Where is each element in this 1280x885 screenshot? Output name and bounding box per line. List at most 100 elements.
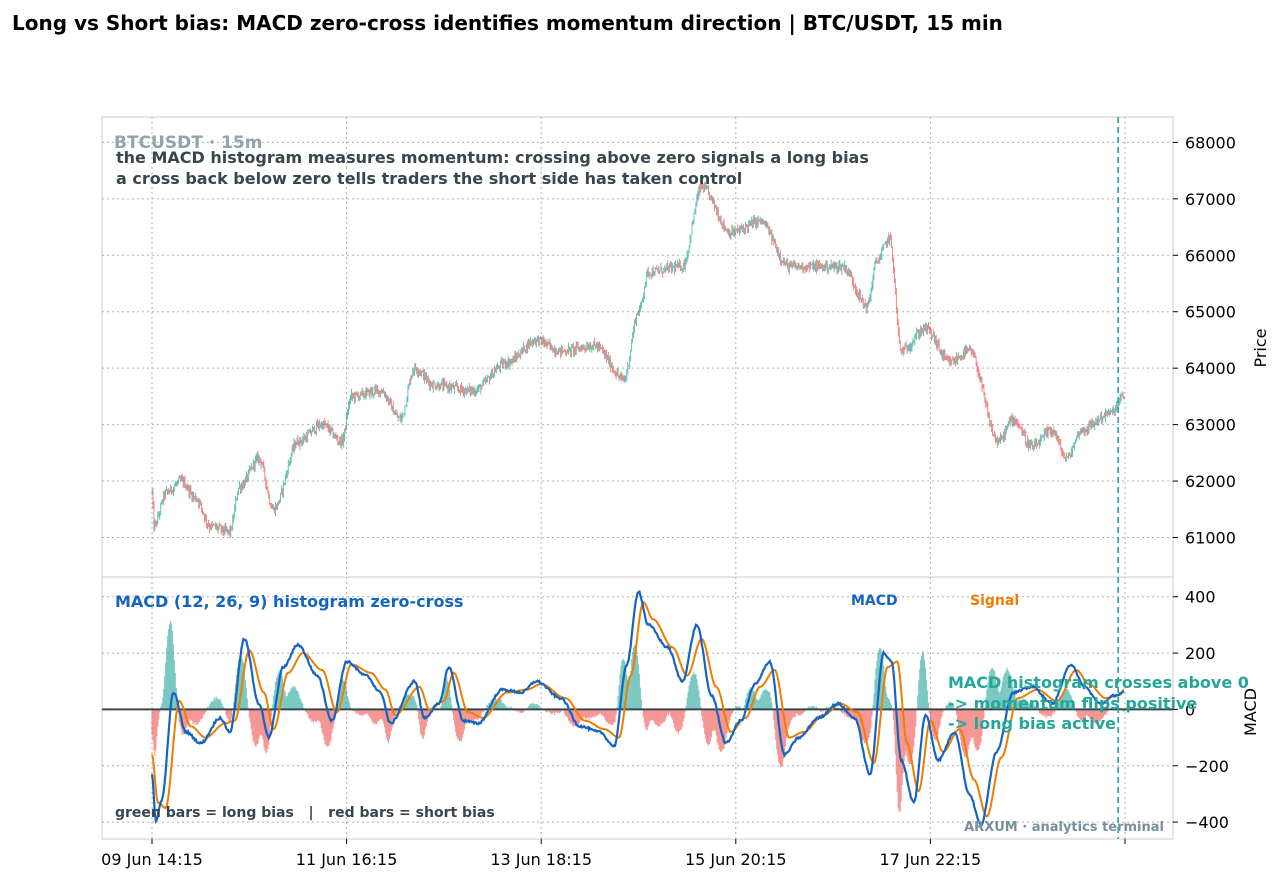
histogram-bar xyxy=(849,709,852,718)
histogram-bar xyxy=(1023,699,1025,710)
histogram-bar xyxy=(781,709,784,766)
histogram-bar xyxy=(158,709,160,720)
histogram-bar xyxy=(155,709,157,750)
histogram-bar xyxy=(412,695,414,710)
histogram-bar xyxy=(991,668,993,710)
histogram-bar xyxy=(1027,700,1029,710)
histogram-bar xyxy=(855,709,858,720)
histogram-bar xyxy=(798,709,800,715)
histogram-bar xyxy=(896,709,898,793)
histogram-bar xyxy=(945,705,947,710)
histogram-bar xyxy=(417,709,420,720)
histogram-bar xyxy=(567,709,570,721)
histogram-bar xyxy=(238,658,241,710)
histogram-bar xyxy=(312,709,315,723)
histogram-bar xyxy=(763,690,765,710)
macd-tick-label: 200 xyxy=(1185,644,1216,663)
histogram-bar xyxy=(815,706,818,710)
macd-histogram xyxy=(151,620,1125,812)
histogram-bar xyxy=(1031,704,1034,710)
histogram-bar xyxy=(162,697,164,710)
histogram-bar xyxy=(273,695,275,710)
histogram-bar xyxy=(652,709,654,720)
histogram-bar xyxy=(905,709,907,752)
histogram-bar xyxy=(689,681,691,710)
histogram-bar xyxy=(624,661,626,710)
histogram-bar xyxy=(656,709,658,725)
histogram-bar xyxy=(573,709,575,727)
histogram-bar xyxy=(1028,702,1030,710)
histogram-bar xyxy=(363,709,365,715)
histogram-bar xyxy=(378,709,380,721)
histogram-bar xyxy=(243,671,246,710)
histogram-bar xyxy=(615,709,617,715)
histogram-bar xyxy=(313,709,316,721)
histogram-bar xyxy=(1104,709,1107,716)
histogram-bar xyxy=(453,709,455,720)
histogram-bar xyxy=(1040,709,1042,714)
histogram-bar xyxy=(1001,681,1003,710)
price-tick-label: 66000 xyxy=(1185,246,1236,265)
histogram-bar xyxy=(345,689,348,710)
histogram-bar xyxy=(300,699,302,710)
histogram-bar xyxy=(650,709,652,721)
histogram-bar xyxy=(299,698,301,710)
histogram-bar xyxy=(384,709,387,733)
histogram-bar xyxy=(191,709,193,721)
histogram-bar xyxy=(347,699,350,710)
histogram-bar xyxy=(718,709,720,750)
histogram-bar xyxy=(461,709,463,738)
histogram-bar xyxy=(1102,709,1105,717)
histogram-bar xyxy=(966,709,968,754)
histogram-bar xyxy=(970,709,972,738)
histogram-bar xyxy=(372,709,374,723)
histogram-bar xyxy=(801,709,803,715)
histogram-bar xyxy=(1015,699,1017,710)
histogram-bar xyxy=(694,674,696,710)
histogram-bar xyxy=(459,709,462,741)
histogram-bar xyxy=(1061,694,1063,710)
histogram-bar xyxy=(764,689,766,710)
histogram-bar xyxy=(1019,699,1021,710)
histogram-bar xyxy=(308,709,310,718)
histogram-bar xyxy=(558,709,560,713)
histogram-bar xyxy=(618,685,620,710)
histogram-bar xyxy=(1000,686,1003,710)
histogram-bar xyxy=(952,704,954,710)
histogram-bar xyxy=(318,709,320,721)
histogram-bar xyxy=(414,699,416,710)
histogram-bar xyxy=(1097,709,1099,723)
histogram-bar xyxy=(1005,670,1007,710)
histogram-bar xyxy=(555,709,557,713)
histogram-bar xyxy=(1094,709,1096,723)
histogram-bar xyxy=(487,705,489,710)
histogram-bar xyxy=(289,691,291,710)
histogram-bar xyxy=(813,706,815,710)
histogram-bar xyxy=(215,696,217,710)
histogram-bar xyxy=(244,679,247,710)
histogram-bar xyxy=(628,682,630,710)
histogram-bar xyxy=(381,709,384,721)
histogram-bar xyxy=(164,676,166,710)
x-tick-label: 17 Jun 22:15 xyxy=(880,850,982,869)
histogram-bar xyxy=(214,699,216,710)
histogram-bar xyxy=(630,670,632,710)
histogram-bar xyxy=(1046,709,1048,717)
histogram-bar xyxy=(987,682,989,710)
histogram-bar xyxy=(325,709,327,746)
histogram-bar xyxy=(268,709,270,745)
histogram-bar xyxy=(758,699,760,710)
histogram-bar xyxy=(174,672,176,710)
histogram-bar xyxy=(559,709,561,714)
histogram-bar xyxy=(365,709,367,714)
histogram-bar xyxy=(222,706,224,710)
histogram-bar xyxy=(910,709,912,765)
histogram-bar xyxy=(679,709,681,731)
histogram-bar xyxy=(782,709,785,760)
histogram-bar xyxy=(311,709,314,722)
histogram-bar xyxy=(853,709,856,719)
histogram-bar xyxy=(269,709,271,736)
histogram-bar xyxy=(383,709,386,728)
histogram-bar xyxy=(466,709,468,723)
